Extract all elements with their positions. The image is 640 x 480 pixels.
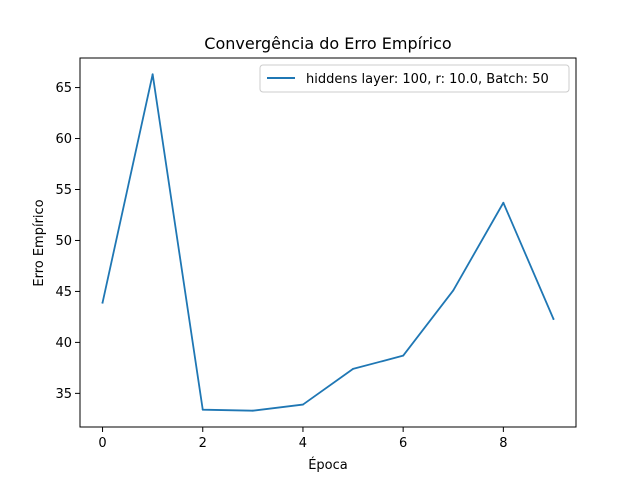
x-axis-label: Época — [308, 457, 348, 473]
y-tick-label: 60 — [55, 132, 72, 147]
axes-frame — [79, 57, 577, 428]
series-line — [101, 73, 555, 412]
x-tick-label: 8 — [499, 436, 507, 451]
x-tick-label: 0 — [98, 436, 106, 451]
y-tick-label: 35 — [55, 387, 72, 402]
data-point — [552, 318, 555, 320]
legend-entry: hiddens layer: 100, r: 10.0, Batch: 50 — [306, 72, 549, 87]
data-point — [502, 201, 505, 204]
data-point — [352, 367, 354, 370]
y-tick-label: 65 — [55, 81, 72, 96]
data-point — [402, 354, 405, 357]
y-tick-label: 45 — [55, 285, 72, 300]
x-tick-label: 2 — [199, 436, 207, 451]
data-point — [251, 409, 254, 412]
y-axis-label: Erro Empírico — [32, 199, 47, 286]
data-point — [151, 73, 154, 76]
legend-box — [259, 64, 570, 93]
x-tick-label: 6 — [399, 436, 407, 451]
data-point — [452, 289, 455, 292]
y-tick-label: 50 — [55, 234, 72, 249]
data-point — [302, 403, 304, 406]
data-point — [201, 408, 204, 411]
y-tick-label: 55 — [55, 183, 72, 198]
y-tick-label: 40 — [55, 336, 72, 351]
data-point — [101, 301, 104, 304]
chart-title: Convergência do Erro Empírico — [204, 34, 451, 53]
x-tick-label: 4 — [299, 436, 307, 451]
legend: hiddens layer: 100, r: 10.0, Batch: 50 — [259, 64, 570, 93]
plot-area: 0 2 4 6 8 35 40 45 50 55 60 65 — [55, 73, 555, 451]
